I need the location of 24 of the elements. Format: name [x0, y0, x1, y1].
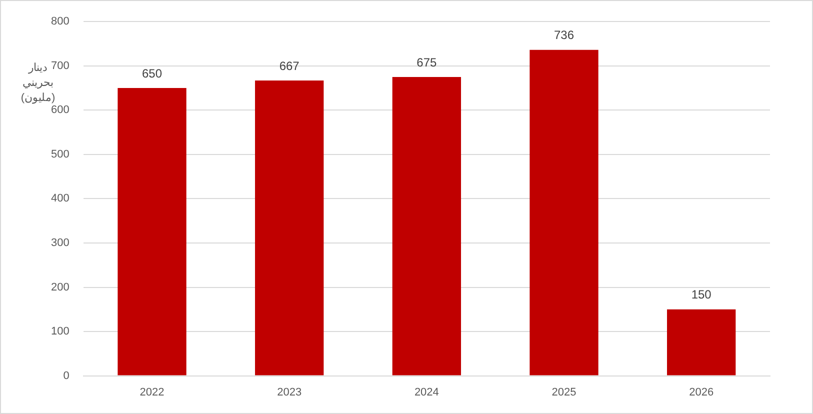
y-tick-label: 500 [50, 148, 70, 160]
bar [530, 50, 598, 376]
bar [392, 76, 462, 376]
data-label: 650 [142, 66, 162, 80]
y-tick-label: 300 [50, 237, 70, 250]
x-tick-label: 2025 [552, 386, 576, 398]
y-tick-label: 800 [50, 16, 70, 28]
data-label: 150 [691, 288, 712, 302]
bar [255, 80, 324, 376]
bar [118, 88, 186, 376]
y-tick-label: 0 [63, 370, 70, 382]
x-tick-label: 2023 [277, 386, 302, 398]
y-tick-label: 400 [50, 192, 70, 205]
x-tick-label: 2022 [140, 386, 164, 398]
bar [667, 309, 736, 376]
y-tick-label: 600 [50, 104, 70, 116]
data-label: 736 [554, 28, 574, 42]
data-label: 675 [416, 55, 438, 70]
x-tick-label: 2026 [689, 386, 714, 398]
y-tick-label: 700 [50, 60, 70, 72]
x-tick-label: 2024 [414, 386, 439, 398]
y-tick-label: 100 [50, 326, 70, 338]
data-label: 667 [279, 58, 300, 73]
y-tick-label: 200 [50, 281, 70, 294]
